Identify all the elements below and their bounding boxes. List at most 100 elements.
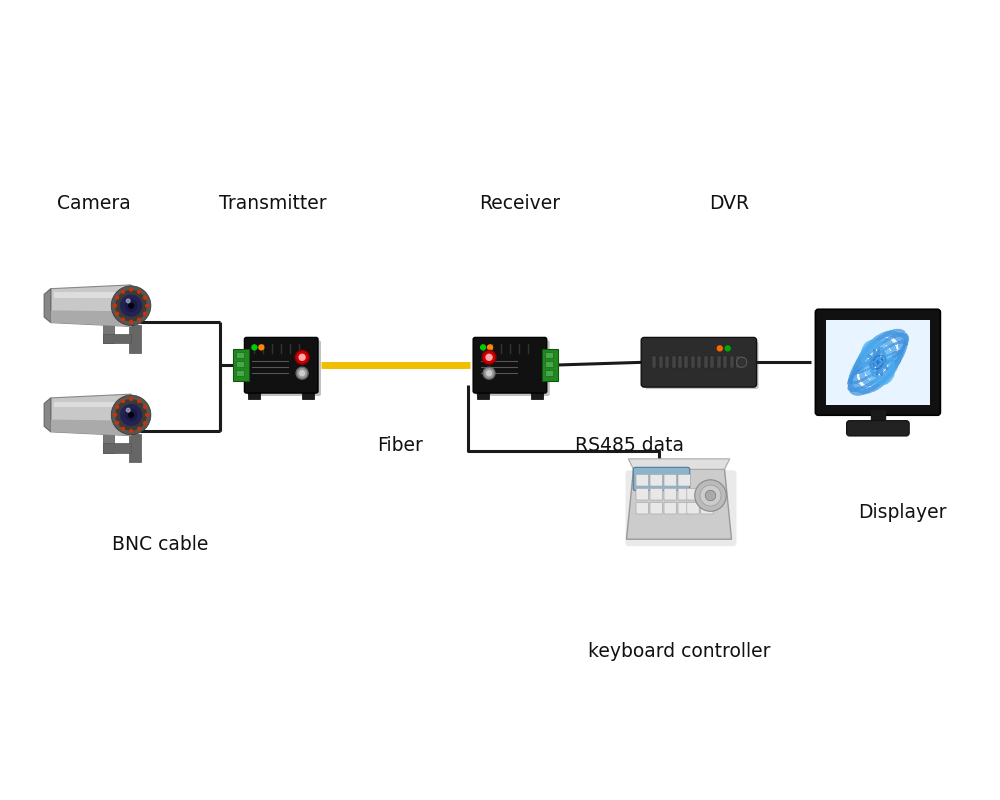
Circle shape <box>483 367 495 379</box>
Bar <box>545 370 553 376</box>
Bar <box>736 356 740 368</box>
Text: BNC cable: BNC cable <box>112 535 208 554</box>
Circle shape <box>146 414 149 416</box>
Bar <box>545 352 553 358</box>
FancyBboxPatch shape <box>678 474 690 486</box>
Polygon shape <box>51 285 131 326</box>
FancyBboxPatch shape <box>650 489 662 500</box>
Circle shape <box>129 303 133 308</box>
Polygon shape <box>628 459 730 470</box>
Circle shape <box>725 346 730 351</box>
FancyBboxPatch shape <box>664 489 676 500</box>
Bar <box>678 356 682 368</box>
FancyBboxPatch shape <box>664 474 676 486</box>
Circle shape <box>138 290 141 293</box>
Circle shape <box>488 345 493 350</box>
Circle shape <box>121 405 141 426</box>
Text: Camera: Camera <box>57 194 131 214</box>
Circle shape <box>114 304 116 307</box>
Circle shape <box>130 320 132 323</box>
Circle shape <box>299 354 305 360</box>
Bar <box>236 370 244 376</box>
Text: Displayer: Displayer <box>859 503 947 522</box>
FancyBboxPatch shape <box>476 341 550 396</box>
Circle shape <box>144 422 146 424</box>
Bar <box>103 334 131 343</box>
Circle shape <box>700 485 721 506</box>
Circle shape <box>122 318 124 321</box>
FancyBboxPatch shape <box>542 350 558 381</box>
Circle shape <box>482 350 496 364</box>
Circle shape <box>705 490 716 501</box>
Bar <box>129 325 141 353</box>
Circle shape <box>116 406 119 408</box>
Circle shape <box>126 299 130 303</box>
Circle shape <box>122 427 124 430</box>
Text: keyboard controller: keyboard controller <box>588 642 770 662</box>
Bar <box>652 356 656 368</box>
Circle shape <box>116 296 119 299</box>
Polygon shape <box>51 310 131 326</box>
Circle shape <box>259 345 264 350</box>
Bar <box>545 362 553 367</box>
Circle shape <box>144 312 146 315</box>
Circle shape <box>481 345 486 350</box>
FancyBboxPatch shape <box>636 502 648 514</box>
Circle shape <box>122 399 124 402</box>
Bar <box>672 356 676 368</box>
Bar <box>103 432 114 453</box>
Circle shape <box>111 286 151 326</box>
FancyBboxPatch shape <box>650 474 662 486</box>
Bar <box>302 391 314 399</box>
Circle shape <box>116 312 119 315</box>
Bar <box>684 356 688 368</box>
Circle shape <box>130 398 132 400</box>
Circle shape <box>126 408 130 412</box>
Circle shape <box>125 300 137 311</box>
Circle shape <box>144 296 146 299</box>
FancyBboxPatch shape <box>625 470 736 546</box>
Circle shape <box>138 318 141 321</box>
Polygon shape <box>626 470 732 539</box>
FancyBboxPatch shape <box>54 402 127 407</box>
Circle shape <box>138 399 141 402</box>
Polygon shape <box>44 289 51 322</box>
FancyBboxPatch shape <box>678 502 690 514</box>
Polygon shape <box>51 394 131 436</box>
Circle shape <box>130 430 132 432</box>
Circle shape <box>695 480 726 511</box>
FancyBboxPatch shape <box>847 421 909 436</box>
Circle shape <box>486 354 492 360</box>
Bar <box>697 356 701 368</box>
Bar <box>717 356 721 368</box>
Text: DVR: DVR <box>709 194 749 214</box>
Circle shape <box>296 367 308 379</box>
Bar <box>704 356 708 368</box>
FancyBboxPatch shape <box>687 502 699 514</box>
Circle shape <box>130 288 132 291</box>
Circle shape <box>125 410 137 421</box>
Bar <box>236 362 244 367</box>
FancyBboxPatch shape <box>636 489 648 500</box>
FancyBboxPatch shape <box>678 489 690 500</box>
FancyBboxPatch shape <box>815 310 940 415</box>
FancyBboxPatch shape <box>650 502 662 514</box>
FancyBboxPatch shape <box>54 293 127 298</box>
Circle shape <box>121 295 141 316</box>
Circle shape <box>116 290 146 321</box>
Bar <box>691 356 695 368</box>
Circle shape <box>737 358 747 367</box>
Bar <box>103 322 114 343</box>
Bar <box>103 443 131 453</box>
Circle shape <box>300 370 305 376</box>
Circle shape <box>116 422 119 424</box>
Polygon shape <box>51 420 131 436</box>
Circle shape <box>717 346 722 351</box>
FancyBboxPatch shape <box>244 338 318 393</box>
Circle shape <box>739 359 745 366</box>
Circle shape <box>111 395 151 434</box>
Bar <box>730 356 734 368</box>
Bar <box>477 391 489 399</box>
Bar <box>710 356 714 368</box>
Circle shape <box>252 345 257 350</box>
